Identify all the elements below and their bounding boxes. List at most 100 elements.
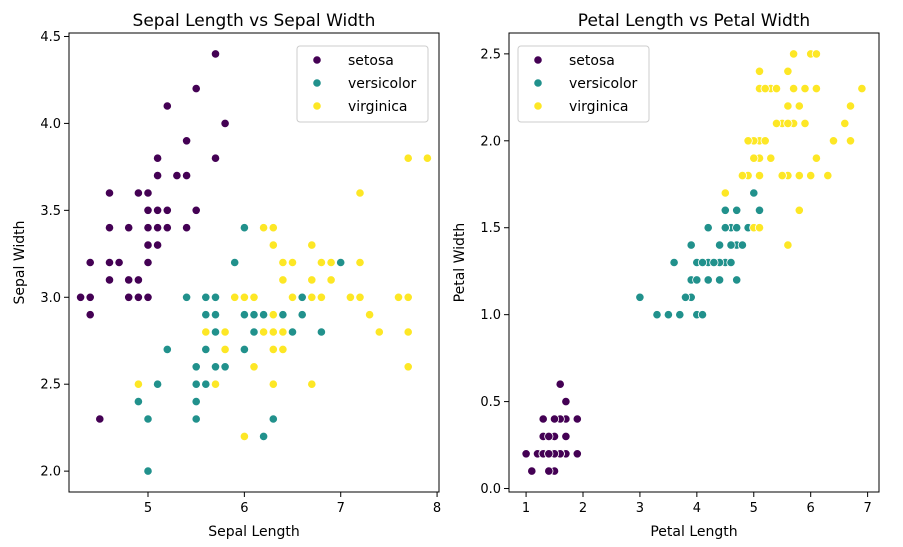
data-point-versicolor [182, 292, 192, 302]
data-point-virginica [794, 101, 804, 111]
data-point-versicolor [714, 240, 725, 250]
data-point-setosa [220, 118, 230, 129]
data-point-virginica [278, 327, 288, 337]
data-point-versicolor [316, 327, 326, 337]
legend [296, 45, 429, 123]
data-point-virginica [258, 223, 269, 233]
data-point-setosa [85, 310, 95, 320]
y-axis-label: Petal Width [452, 223, 468, 303]
data-point-setosa [153, 153, 163, 163]
data-point-versicolor [191, 396, 201, 407]
data-point-versicolor [287, 327, 298, 337]
data-point-virginica [220, 344, 230, 354]
data-point-versicolor [754, 205, 765, 215]
data-point-virginica [287, 292, 298, 302]
data-point-versicolor [278, 310, 288, 320]
data-point-versicolor [258, 431, 269, 441]
data-point-versicolor [720, 223, 730, 233]
data-point-setosa [210, 153, 221, 163]
data-point-virginica [403, 327, 413, 337]
data-point-virginica [806, 171, 816, 181]
data-point-virginica [403, 153, 413, 163]
x-tick-label: 6 [807, 501, 815, 516]
data-point-versicolor [686, 240, 696, 250]
data-point-virginica [210, 379, 221, 389]
data-point-virginica [326, 275, 336, 285]
data-point-setosa [143, 292, 153, 302]
x-tick-label: 1 [522, 501, 530, 516]
data-point-versicolor [220, 362, 230, 372]
data-point-setosa [85, 292, 95, 302]
data-point-virginica [201, 327, 211, 337]
legend-label-setosa: setosa [569, 53, 615, 69]
plot-frame [508, 32, 880, 493]
data-point-versicolor [133, 396, 143, 407]
data-point-versicolor [726, 240, 736, 250]
data-point-versicolor [143, 414, 153, 424]
data-point-setosa [162, 223, 172, 233]
data-point-setosa [143, 205, 153, 215]
data-point-setosa [104, 188, 115, 198]
legend-marker-versicolor [533, 78, 543, 88]
data-point-setosa [95, 414, 105, 424]
data-point-setosa [191, 205, 201, 215]
data-point-virginica [326, 257, 336, 268]
data-point-versicolor [675, 310, 685, 320]
y-tick-label: 0.0 [480, 482, 501, 497]
data-point-setosa [133, 275, 143, 285]
data-point-virginica [307, 240, 317, 250]
x-tick-label: 6 [240, 501, 248, 516]
data-point-virginica [316, 292, 326, 302]
data-point-virginica [766, 153, 776, 163]
legend-label-virginica: virginica [569, 99, 629, 115]
data-point-virginica [307, 379, 317, 389]
data-point-setosa [76, 292, 86, 302]
y-tick-label: 4.0 [40, 117, 61, 132]
data-point-setosa [153, 205, 163, 215]
data-point-virginica [403, 292, 413, 302]
data-point-virginica [355, 292, 365, 302]
y-tick-label: 2.0 [480, 134, 501, 149]
legend [517, 45, 650, 123]
data-point-setosa [124, 223, 134, 233]
y-tick-label: 0.5 [480, 395, 501, 410]
data-point-versicolor [726, 257, 736, 268]
data-point-virginica [355, 257, 365, 268]
data-point-versicolor [635, 292, 645, 302]
data-point-setosa [85, 257, 95, 268]
data-point-setosa [153, 223, 163, 233]
data-point-setosa [172, 171, 182, 181]
data-point-setosa [521, 449, 531, 459]
legend-label-versicolor: versicolor [348, 76, 417, 92]
data-point-versicolor [749, 188, 759, 198]
data-point-virginica [743, 136, 753, 146]
data-point-versicolor [720, 205, 730, 215]
data-point-virginica [345, 292, 355, 302]
data-point-virginica [278, 344, 288, 354]
data-point-versicolor [692, 275, 702, 285]
data-point-setosa [104, 275, 115, 285]
data-point-virginica [355, 188, 365, 198]
data-point-versicolor [162, 344, 172, 354]
data-point-setosa [527, 466, 537, 476]
data-point-virginica [720, 188, 730, 198]
data-point-virginica [771, 118, 782, 129]
data-point-virginica [760, 84, 770, 94]
data-point-versicolor [201, 379, 211, 389]
data-point-setosa [572, 449, 582, 459]
data-point-virginica [811, 49, 822, 59]
data-point-versicolor [230, 257, 240, 268]
data-point-versicolor [210, 362, 221, 372]
data-point-setosa [143, 188, 153, 198]
data-point-versicolor [732, 275, 742, 285]
data-point-versicolor [210, 310, 221, 320]
y-tick-label: 3.5 [40, 204, 61, 219]
data-point-virginica [828, 136, 839, 146]
data-point-virginica [749, 153, 759, 163]
data-point-versicolor [336, 257, 346, 268]
data-point-versicolor [268, 414, 278, 424]
data-point-virginica [307, 292, 317, 302]
data-point-versicolor [143, 466, 153, 476]
data-point-virginica [403, 362, 413, 372]
data-point-versicolor [737, 240, 748, 250]
